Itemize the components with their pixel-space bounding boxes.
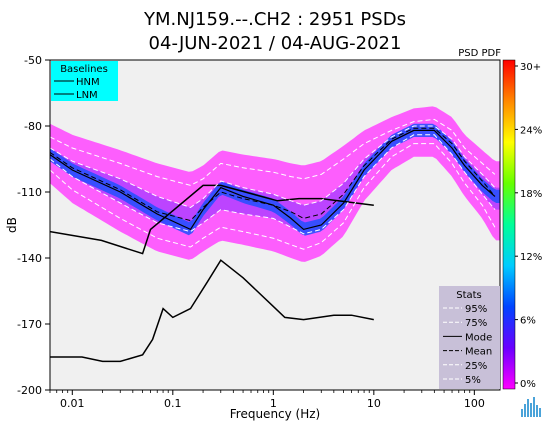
x-axis-label: Frequency (Hz) <box>230 407 321 421</box>
x-tick-label: 0.01 <box>60 397 85 410</box>
y-tick-label: -140 <box>17 252 42 265</box>
plot-frame <box>49 59 501 391</box>
hnm-legend-label: HNM <box>76 77 100 88</box>
density-inner-band <box>50 126 500 234</box>
stats-legend-label: Mode <box>465 332 492 343</box>
stats-legend-label: 25% <box>465 361 487 372</box>
series-line-5pct <box>50 143 496 250</box>
x-tick-label: 10 <box>367 397 381 410</box>
lnm-legend-label: LNM <box>76 90 98 101</box>
colorbar-tick-label: 24% <box>520 125 542 136</box>
iris-logo-icon <box>521 397 541 417</box>
colorbar-scale <box>502 59 516 390</box>
baselines-legend-title: Baselines <box>60 64 108 75</box>
series-line-25pct <box>50 134 496 235</box>
stats-legend-title: Stats <box>456 290 482 301</box>
y-tick-label: -50 <box>24 54 42 67</box>
chart-title-line2: 04-JUN-2021 / 04-AUG-2021 <box>149 33 402 54</box>
y-axis: -50 -80 -110 -140 -170 -200 <box>17 54 50 397</box>
series-line-hnm <box>50 184 374 255</box>
stats-legend-box <box>439 286 500 389</box>
x-axis: 0.01 0.1 1 10 100 <box>49 390 485 410</box>
y-tick-label: -200 <box>17 384 42 397</box>
colorbar-tick-label: 30+ <box>520 62 541 73</box>
y-tick-label: -170 <box>17 318 42 331</box>
stats-legend-label: Mean <box>465 347 492 358</box>
stats-legend-items: 95% 75% Mode Mean 25% 5% <box>443 304 492 386</box>
chart-title-line1: YM.NJ159.--.CH2 : 2951 PSDs <box>143 9 406 30</box>
x-tick-label: 0.1 <box>164 397 182 410</box>
colorbar-tick-label: 18% <box>520 189 542 200</box>
colorbar-title: PSD PDF <box>458 48 501 59</box>
baselines-legend: Baselines HNM LNM <box>51 61 118 101</box>
y-axis-label: dB <box>5 217 19 233</box>
series-line-lnm <box>50 259 374 363</box>
stats-legend-label: 5% <box>465 375 481 386</box>
colorbar-tick-label: 12% <box>520 252 542 263</box>
colorbar-tick-label: 6% <box>520 316 536 327</box>
series-line-mean <box>50 127 496 222</box>
stats-legend-label: 95% <box>465 304 487 315</box>
x-tick-label: 1 <box>270 397 277 410</box>
colorbar-ticks: 30+ 24% 18% 12% 6% 0% <box>515 62 542 390</box>
series-lines <box>50 118 496 363</box>
series-line-mode <box>50 129 496 231</box>
density-core-band <box>50 123 500 236</box>
stats-legend-label: 75% <box>465 318 487 329</box>
colorbar-tick-label: 0% <box>520 379 536 390</box>
x-tick-label: 100 <box>464 397 485 410</box>
series-line-75pct <box>50 125 496 208</box>
y-tick-label: -110 <box>17 186 42 199</box>
y-tick-label: -80 <box>24 120 42 133</box>
colorbar: 30+ 24% 18% 12% 6% 0% <box>502 59 542 390</box>
stats-legend: Stats 95% 75% Mode Mean 25% 5% <box>439 286 500 389</box>
